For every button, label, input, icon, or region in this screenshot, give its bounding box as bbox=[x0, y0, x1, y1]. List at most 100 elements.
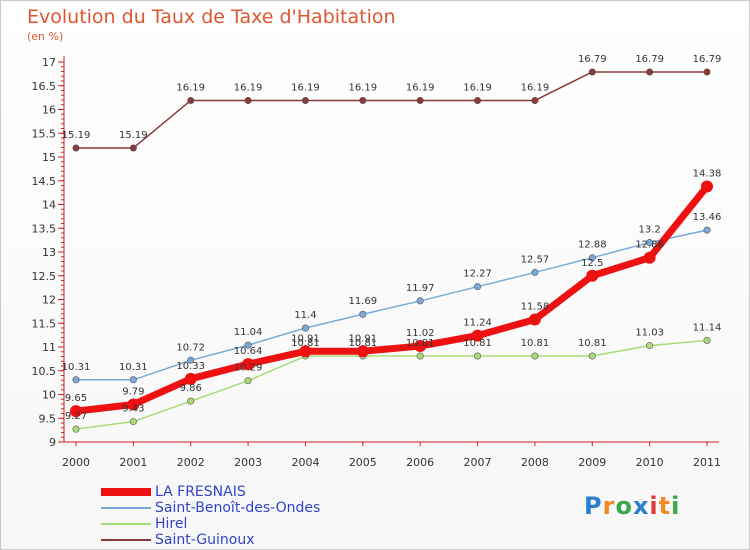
data-label: 16.79 bbox=[578, 54, 607, 65]
data-label: 9.65 bbox=[65, 393, 87, 404]
data-label: 12.88 bbox=[578, 240, 607, 251]
data-label: 10.29 bbox=[234, 363, 263, 374]
legend-swatch bbox=[101, 539, 151, 541]
data-label: 10.91 bbox=[291, 333, 320, 344]
data-point bbox=[356, 345, 369, 358]
data-label: 16.79 bbox=[693, 54, 722, 65]
data-label: 15.19 bbox=[62, 130, 91, 141]
data-point bbox=[646, 239, 654, 247]
data-label: 16.19 bbox=[348, 82, 377, 93]
data-point bbox=[72, 425, 80, 433]
data-point bbox=[703, 68, 711, 76]
data-label: 10.81 bbox=[521, 338, 550, 349]
series-line-1 bbox=[75, 229, 708, 381]
x-tick-label: 2006 bbox=[406, 456, 434, 469]
logo-letter: i bbox=[649, 492, 659, 520]
data-label: 10.81 bbox=[348, 338, 377, 349]
data-label: 13.46 bbox=[693, 212, 722, 223]
data-label: 10.81 bbox=[406, 338, 435, 349]
data-point bbox=[474, 283, 482, 291]
data-label: 10.64 bbox=[234, 346, 263, 357]
x-tick-label: 2003 bbox=[234, 456, 262, 469]
y-tick-label: 10 bbox=[42, 389, 56, 402]
data-label: 13.2 bbox=[639, 225, 661, 236]
data-label: 10.72 bbox=[176, 342, 205, 353]
y-tick-label: 12.5 bbox=[32, 270, 57, 283]
data-point bbox=[474, 96, 482, 104]
legend-swatch bbox=[101, 507, 151, 509]
data-label: 12.5 bbox=[581, 258, 603, 269]
logo-letter: r bbox=[602, 492, 616, 520]
legend-swatch bbox=[101, 523, 151, 525]
y-tick-label: 15.5 bbox=[32, 127, 57, 140]
data-label: 12.57 bbox=[521, 254, 550, 265]
data-point bbox=[703, 226, 711, 234]
y-tick-label: 13 bbox=[42, 246, 56, 259]
data-point bbox=[299, 345, 312, 358]
y-tick-label: 14.5 bbox=[32, 175, 57, 188]
data-point bbox=[588, 352, 596, 360]
data-point bbox=[586, 269, 599, 282]
data-point bbox=[416, 352, 424, 360]
data-point bbox=[471, 329, 484, 342]
x-tick-label: 2001 bbox=[119, 456, 147, 469]
series-line-0 bbox=[72, 182, 711, 415]
x-tick-label: 2009 bbox=[578, 456, 606, 469]
data-label: 11.14 bbox=[693, 322, 722, 333]
line-chart: 9 9.5 10 10.5 11 11.5 12 12.5 13 13.5 14 14.5 15 15.5… bbox=[32, 54, 722, 469]
chart-title: Evolution du Taux de Taxe d'Habitation bbox=[27, 6, 396, 28]
data-label: 10.31 bbox=[62, 362, 91, 373]
y-tick-label: 11.5 bbox=[32, 317, 57, 330]
data-label: 9.79 bbox=[122, 386, 144, 397]
data-label: 10.81 bbox=[291, 338, 320, 349]
x-tick-label: 2002 bbox=[177, 456, 205, 469]
legend-label: Hirel bbox=[155, 516, 188, 532]
data-label: 11.03 bbox=[635, 328, 664, 339]
x-tick-label: 2000 bbox=[62, 456, 90, 469]
logo-letter: i bbox=[671, 492, 681, 520]
x-tick-label: 2008 bbox=[521, 456, 549, 469]
data-point bbox=[187, 397, 195, 405]
legend-label: Saint-Benoît-des-Ondes bbox=[155, 500, 321, 516]
data-label: 11.58 bbox=[521, 301, 550, 312]
data-point bbox=[701, 180, 713, 193]
data-point bbox=[70, 405, 82, 418]
data-point bbox=[646, 68, 654, 76]
data-point bbox=[72, 144, 80, 152]
data-label: 16.19 bbox=[291, 82, 320, 93]
data-label: 9.43 bbox=[122, 404, 144, 415]
data-label: 16.79 bbox=[635, 54, 664, 65]
y-tick-label: 11 bbox=[42, 341, 56, 354]
data-point bbox=[414, 340, 427, 353]
data-label: 16.19 bbox=[176, 82, 205, 93]
y-tick-label: 15 bbox=[42, 151, 56, 164]
data-label: 15.19 bbox=[119, 130, 148, 141]
data-label: 12.27 bbox=[463, 269, 492, 280]
logo-letter: o bbox=[615, 492, 633, 520]
data-point bbox=[531, 352, 539, 360]
data-point bbox=[244, 341, 252, 349]
data-label: 11.02 bbox=[406, 328, 435, 339]
y-tick-label: 17 bbox=[42, 56, 56, 69]
data-point bbox=[474, 352, 482, 360]
data-label: 11.24 bbox=[463, 318, 492, 329]
data-point bbox=[127, 398, 140, 411]
logo-letter: x bbox=[632, 492, 650, 520]
data-point bbox=[242, 358, 255, 371]
series-line-2 bbox=[75, 339, 708, 430]
data-label: 16.19 bbox=[463, 82, 492, 93]
series-line-3 bbox=[75, 71, 708, 149]
data-point bbox=[646, 342, 654, 350]
data-point bbox=[588, 254, 596, 262]
data-point bbox=[184, 372, 197, 385]
data-point bbox=[187, 96, 195, 104]
data-point bbox=[359, 310, 367, 318]
y-tick-label: 10.5 bbox=[32, 365, 57, 378]
x-tick-label: 2010 bbox=[636, 456, 664, 469]
y-tick-label: 16.5 bbox=[32, 80, 57, 93]
x-tick-label: 2004 bbox=[291, 456, 319, 469]
data-label: 10.81 bbox=[578, 338, 607, 349]
data-point bbox=[531, 268, 539, 276]
data-point bbox=[72, 376, 80, 384]
